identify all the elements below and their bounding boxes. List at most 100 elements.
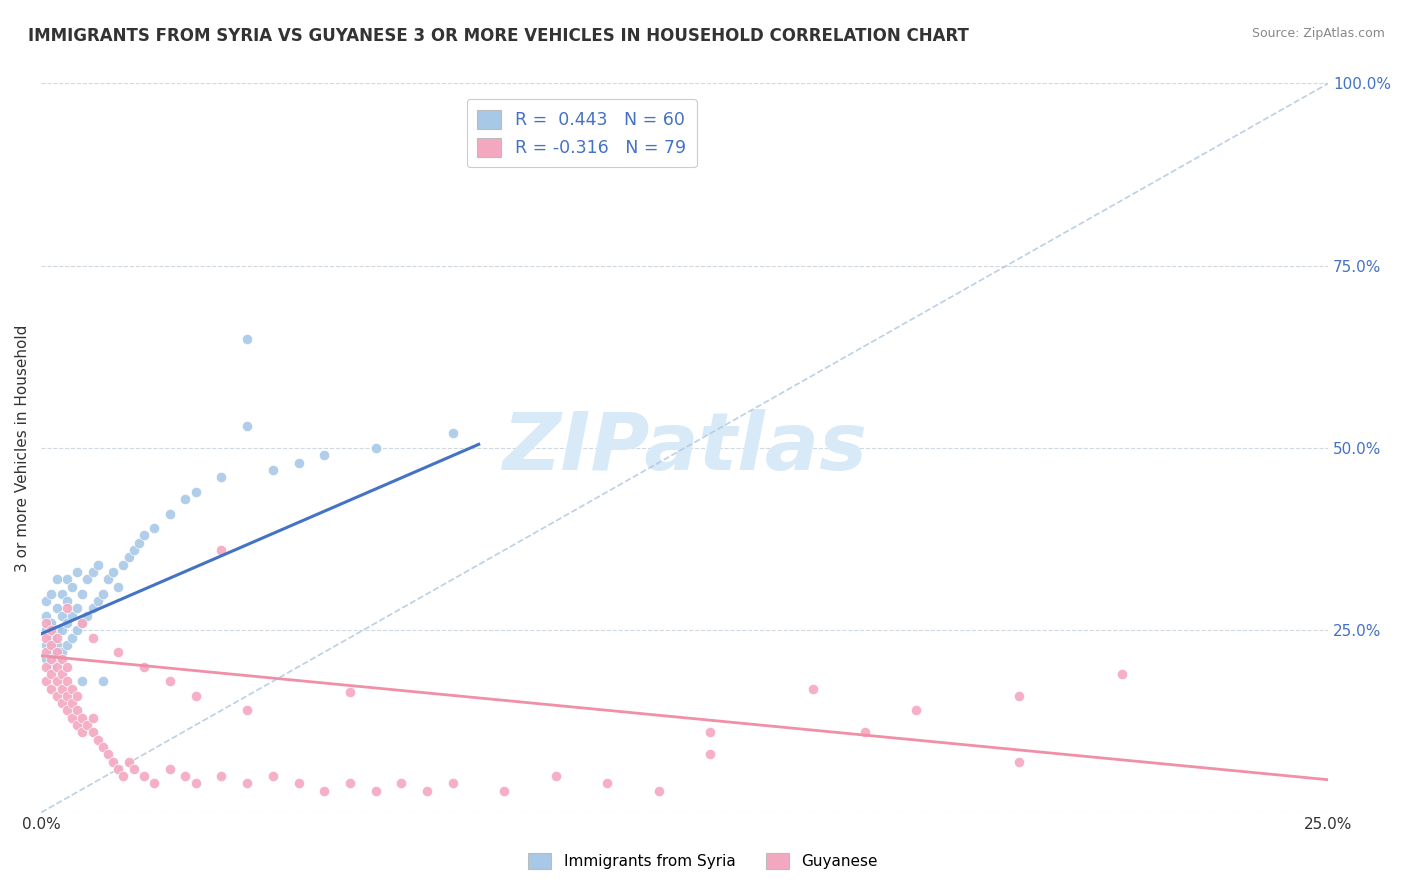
Point [82, 631, 104, 645]
Point [35, 631, 58, 645]
Point [45, 638, 67, 652]
Point [339, 685, 361, 699]
Point [45, 601, 67, 615]
Point [82, 725, 104, 739]
Point [1008, 689, 1031, 703]
Point [45, 652, 67, 666]
Point [45, 645, 67, 659]
Point [66, 601, 89, 615]
Point [262, 463, 284, 477]
Point [87, 732, 110, 747]
Point [60, 681, 83, 696]
Point [66, 565, 89, 579]
Point [1111, 667, 1133, 681]
Point [107, 762, 129, 776]
Point [56, 601, 79, 615]
Text: Source: ZipAtlas.com: Source: ZipAtlas.com [1251, 27, 1385, 40]
Point [853, 725, 876, 739]
Point [35, 659, 58, 673]
Point [236, 776, 259, 790]
Point [66, 718, 89, 732]
Point [72, 674, 94, 689]
Point [41, 624, 63, 638]
Point [72, 615, 94, 630]
Point [107, 645, 129, 659]
Point [76, 608, 98, 623]
Point [159, 762, 181, 776]
Point [51, 696, 73, 710]
Point [107, 580, 129, 594]
Point [41, 615, 63, 630]
Legend: R =  0.443   N = 60, R = -0.316   N = 79: R = 0.443 N = 60, R = -0.316 N = 79 [467, 99, 697, 168]
Point [45, 572, 67, 586]
Point [76, 718, 98, 732]
Point [91, 674, 114, 689]
Point [596, 776, 619, 790]
Point [41, 587, 63, 601]
Point [122, 762, 145, 776]
Point [801, 681, 824, 696]
Point [35, 652, 58, 666]
Point [51, 652, 73, 666]
Point [51, 645, 73, 659]
Point [45, 659, 67, 673]
Point [66, 624, 89, 638]
Point [51, 624, 73, 638]
Point [76, 572, 98, 586]
Point [35, 615, 58, 630]
Y-axis label: 3 or more Vehicles in Household: 3 or more Vehicles in Household [15, 325, 30, 572]
Point [72, 615, 94, 630]
Point [66, 703, 89, 717]
Point [544, 769, 567, 783]
Point [236, 419, 259, 434]
Point [314, 448, 336, 462]
Point [209, 470, 232, 484]
Point [56, 615, 79, 630]
Point [209, 543, 232, 558]
Point [82, 711, 104, 725]
Point [56, 594, 79, 608]
Point [56, 674, 79, 689]
Point [66, 689, 89, 703]
Point [51, 608, 73, 623]
Point [262, 769, 284, 783]
Point [112, 769, 135, 783]
Point [97, 572, 120, 586]
Point [91, 587, 114, 601]
Point [174, 769, 197, 783]
Point [117, 550, 139, 565]
Point [339, 776, 361, 790]
Point [41, 681, 63, 696]
Point [143, 521, 166, 535]
Point [287, 776, 309, 790]
Point [103, 755, 125, 769]
Point [35, 674, 58, 689]
Point [60, 580, 83, 594]
Point [60, 631, 83, 645]
Point [72, 587, 94, 601]
Point [45, 631, 67, 645]
Point [117, 755, 139, 769]
Legend: Immigrants from Syria, Guyanese: Immigrants from Syria, Guyanese [523, 847, 883, 875]
Point [699, 747, 721, 762]
Point [132, 659, 155, 673]
Point [128, 535, 150, 549]
Point [416, 783, 439, 797]
Point [391, 776, 413, 790]
Point [41, 631, 63, 645]
Point [184, 776, 207, 790]
Point [132, 528, 155, 542]
Point [82, 601, 104, 615]
Point [122, 543, 145, 558]
Point [56, 638, 79, 652]
Point [45, 689, 67, 703]
Point [41, 659, 63, 673]
Point [41, 667, 63, 681]
Point [648, 783, 671, 797]
Point [184, 689, 207, 703]
Point [35, 594, 58, 608]
Point [87, 558, 110, 572]
Point [159, 507, 181, 521]
Point [441, 426, 464, 441]
Point [35, 624, 58, 638]
